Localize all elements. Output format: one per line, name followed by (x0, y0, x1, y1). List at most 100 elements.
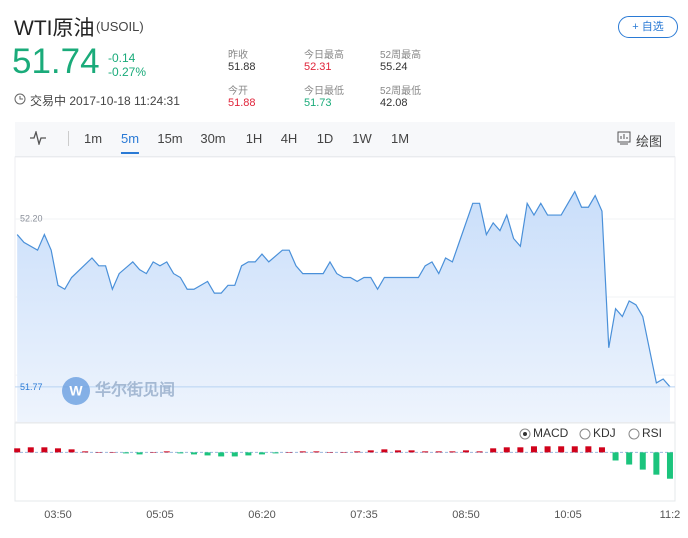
macd-bar (258, 452, 265, 455)
macd-bar (435, 451, 442, 453)
macd-bar (408, 450, 415, 453)
watermark: 华尔街见闻 (95, 380, 175, 399)
macd-bar (150, 452, 157, 453)
macd-bar (313, 451, 320, 453)
watch-button[interactable]: + 自选 (618, 16, 678, 38)
x-tick-label: 06:20 (248, 509, 276, 521)
draw-icon[interactable] (617, 131, 631, 145)
x-tick-label: 11:2 (660, 509, 681, 521)
macd-bar (476, 451, 483, 453)
macd-bar (245, 452, 252, 456)
interval-tab[interactable]: 1D (316, 131, 334, 146)
macd-bar (626, 452, 633, 465)
macd-bar (449, 451, 456, 453)
macd-bar (27, 447, 34, 453)
macd-bar (204, 452, 211, 456)
interval-tab[interactable]: 15m (157, 131, 183, 146)
stat-value: 55.24 (380, 61, 408, 73)
y-tick-label: 52.20 (20, 213, 43, 223)
watermark-logo (62, 377, 90, 405)
macd-bar (639, 452, 646, 470)
interval-tab[interactable]: 4H (280, 131, 298, 146)
interval-tab[interactable]: 1M (390, 131, 410, 146)
interval-tab[interactable]: 5m (120, 131, 140, 154)
price-line (16, 190, 671, 388)
last-price-label: 51.77 (20, 382, 43, 392)
x-tick-label: 10:05 (554, 509, 582, 521)
stat-value: 51.73 (304, 97, 332, 109)
change: -0.14 (108, 51, 136, 65)
macd-bar (163, 451, 170, 453)
radio[interactable] (628, 428, 640, 440)
macd-bar (136, 452, 143, 455)
macd-bar (571, 446, 578, 453)
status: 交易中 2017-10-18 11:24:31 (30, 94, 180, 108)
x-tick-label: 08:50 (452, 509, 480, 521)
stat-label: 今开 (228, 86, 248, 97)
stat-value: 51.88 (228, 97, 256, 109)
symbol: (USOIL) (96, 19, 144, 34)
macd-bar (95, 452, 102, 453)
stat-value: 51.88 (228, 61, 256, 73)
macd-bar (612, 452, 619, 461)
macd-bar (544, 446, 551, 453)
macd-bar (177, 452, 184, 454)
title: WTI原油 (14, 17, 95, 40)
macd-bar (367, 450, 374, 453)
macd-bar (503, 447, 510, 453)
macd-bar (394, 450, 401, 453)
x-tick-label: 05:05 (146, 509, 174, 521)
stat-value: 52.31 (304, 61, 332, 73)
interval-tab[interactable]: 1H (245, 131, 263, 146)
x-tick-label: 03:50 (44, 509, 72, 521)
macd-bar (272, 452, 279, 454)
watermark-logo-mark: W (69, 383, 83, 399)
stat-label: 今日最高 (304, 50, 344, 61)
macd-bar (190, 452, 197, 455)
interval-tab[interactable]: 30m (200, 131, 226, 146)
macd-bar (41, 447, 48, 453)
macd-bar (14, 448, 21, 453)
separator (68, 131, 69, 146)
macd-bar (326, 452, 333, 453)
x-tick-label: 07:35 (350, 509, 378, 521)
stat-label: 52周最低 (380, 86, 422, 97)
chart-type-icon[interactable] (30, 131, 48, 145)
macd-bar (585, 446, 592, 453)
stat-label: 昨收 (228, 50, 248, 61)
macd-bar (68, 449, 75, 453)
radio[interactable] (579, 428, 591, 440)
macd-bar (340, 452, 347, 453)
stat-label: 52周最高 (380, 50, 422, 61)
indicator-option[interactable]: KDJ (593, 426, 616, 440)
price: 51.74 (12, 42, 100, 81)
stat-value: 42.08 (380, 97, 408, 109)
macd-bar (517, 447, 524, 453)
macd-bar (54, 448, 61, 453)
indicator-option[interactable]: RSI (642, 426, 662, 440)
macd-bar (653, 452, 660, 475)
macd-bar (286, 452, 293, 453)
macd-bar (530, 446, 537, 453)
indicator-option[interactable]: MACD (533, 426, 569, 440)
interval-tab[interactable]: 1m (83, 131, 103, 146)
draw-button[interactable]: 绘图 (636, 134, 663, 149)
stat-label: 今日最低 (304, 86, 344, 97)
macd-bar (82, 451, 89, 453)
macd-bar (422, 451, 429, 453)
macd-bar (598, 447, 605, 453)
macd-bar (231, 452, 238, 457)
interval-tab[interactable]: 1W (352, 131, 372, 146)
macd-bar (558, 446, 565, 453)
macd-bar (666, 452, 673, 479)
macd-bar (122, 452, 129, 454)
radio-dot (523, 432, 527, 436)
indicator-frame (14, 422, 676, 502)
toolbar (15, 122, 675, 157)
clock-icon (14, 93, 26, 105)
macd-bar (299, 451, 306, 453)
change-pct: -0.27% (108, 65, 147, 79)
macd-bar (462, 450, 469, 453)
macd-bar (218, 452, 225, 457)
